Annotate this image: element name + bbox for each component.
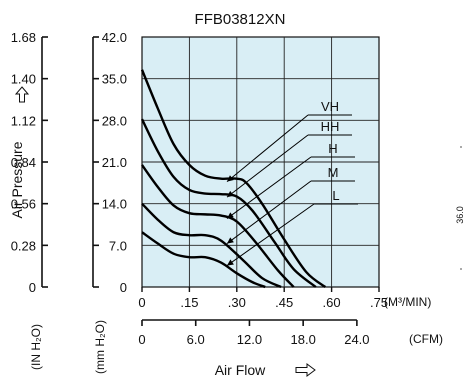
callout-label-m: M: [328, 165, 339, 180]
cfm-tick-label: 6.0: [187, 332, 205, 347]
y-tick-label: 0.84: [11, 155, 36, 170]
y-tick-label: 14.0: [102, 197, 127, 212]
y-tick-label: 0.56: [11, 197, 36, 212]
x-tick-label: 0: [138, 295, 145, 310]
x-tick-label: .30: [228, 295, 246, 310]
x-axis-m3min: 0 .15 .30 .45 .60 .75: [138, 287, 388, 310]
y-tick-label: 0.28: [11, 238, 36, 253]
y-axis-inh2o: 0 0.28 0.56 0.84 1.12 1.40 1.68: [11, 30, 48, 295]
cfm-tick-label: 12.0: [237, 332, 262, 347]
callout-arrowhead: [227, 175, 234, 182]
callout-leader: [226, 156, 312, 219]
y-tick-label: 21.0: [102, 155, 127, 170]
curve-h: [141, 164, 295, 288]
callout-arrowhead: [227, 212, 234, 219]
y-tick-label: 7.0: [109, 238, 127, 253]
callout-label-l: L: [332, 188, 339, 203]
x-unit-m3min: (M³/MIN): [384, 295, 431, 309]
callout-leader: [226, 134, 309, 198]
x-tick-label: .60: [323, 295, 341, 310]
y-unit-inh2o: (IN H₂O): [29, 324, 43, 370]
callout-arrowhead: [227, 190, 234, 198]
callout-label-hh: HH: [321, 119, 340, 134]
curve-hh: [140, 118, 317, 288]
side-label: 36.0: [455, 206, 465, 224]
right-arrow-icon: [295, 363, 316, 377]
callout-leader: [226, 114, 309, 183]
y-tick-label: 42.0: [102, 30, 127, 45]
y-tick-label: 35.0: [102, 72, 127, 87]
x-tick-label: .75: [370, 295, 388, 310]
y-axis-label: Air Pressure: [9, 141, 25, 218]
cfm-tick-label: 0: [138, 332, 145, 347]
callout-arrowhead: [227, 237, 234, 244]
x-tick-label: .15: [180, 295, 198, 310]
y-axis-mmh2o: 0 7.0 14.0 21.0 28.0 35.0 42.0: [92, 30, 127, 295]
y-tick-label: 0: [120, 280, 127, 295]
y-unit-mmh2o: (mm H₂O): [93, 320, 107, 374]
x-tick-label: .45: [275, 295, 293, 310]
y-tick-label: 1.68: [11, 30, 36, 45]
callout-label-h: H: [328, 141, 337, 156]
curve-l: [141, 231, 266, 289]
y-tick-label: 0: [29, 280, 36, 295]
curve-m: [141, 202, 282, 289]
callout-leader: [226, 203, 315, 267]
x-axis-label: Air Flow: [215, 362, 266, 378]
cfm-tick-label: 24.0: [344, 332, 369, 347]
y-tick-label: 28.0: [102, 113, 127, 128]
x-axis-cfm: 0 6.0 12.0 18.0 24.0: [138, 319, 370, 347]
x-unit-cfm: (CFM): [409, 332, 443, 346]
up-arrow-icon: [14, 86, 30, 103]
chart-title: FFB03812XN: [195, 11, 286, 28]
y-tick-label: 1.40: [11, 72, 36, 87]
cfm-tick-label: 18.0: [291, 332, 316, 347]
callout-arrowhead: [227, 259, 234, 266]
y-tick-label: 1.12: [11, 113, 36, 128]
callout-leader: [226, 180, 312, 244]
callout-label-vh: VH: [321, 99, 339, 114]
